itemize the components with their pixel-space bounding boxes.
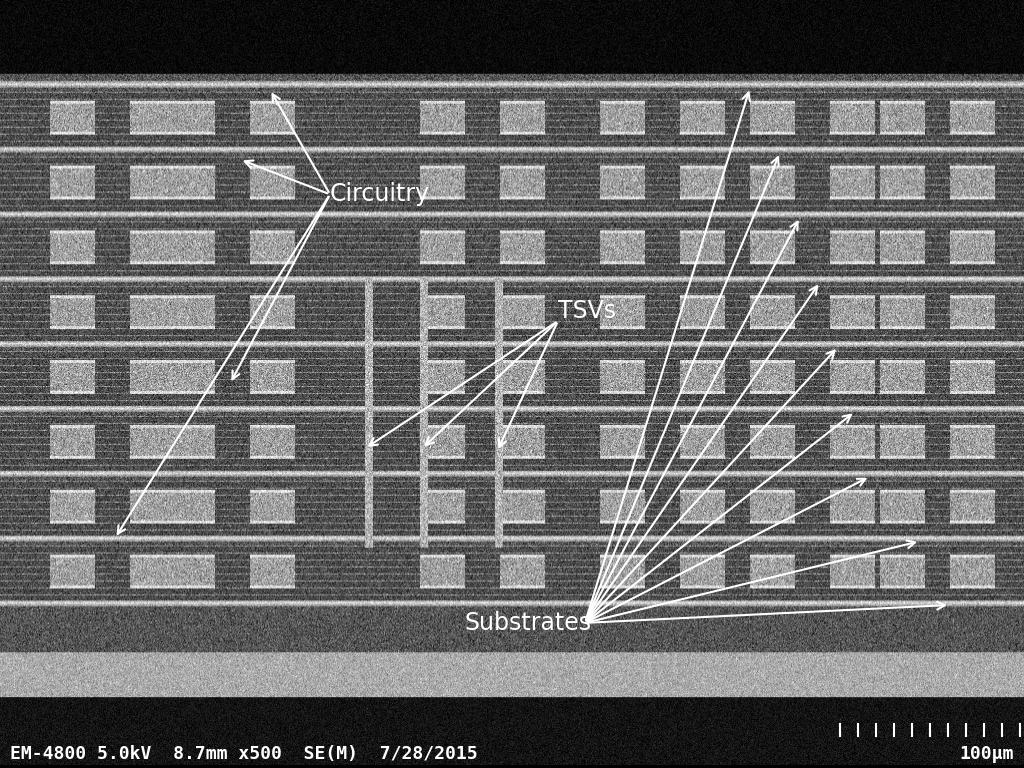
Text: TSVs: TSVs <box>558 299 616 323</box>
Text: 100μm: 100μm <box>959 746 1014 763</box>
Text: Substrates: Substrates <box>465 611 592 635</box>
Text: Circuitry: Circuitry <box>330 182 430 207</box>
Text: EM-4800 5.0kV  8.7mm x500  SE(M)  7/28/2015: EM-4800 5.0kV 8.7mm x500 SE(M) 7/28/2015 <box>10 746 477 763</box>
